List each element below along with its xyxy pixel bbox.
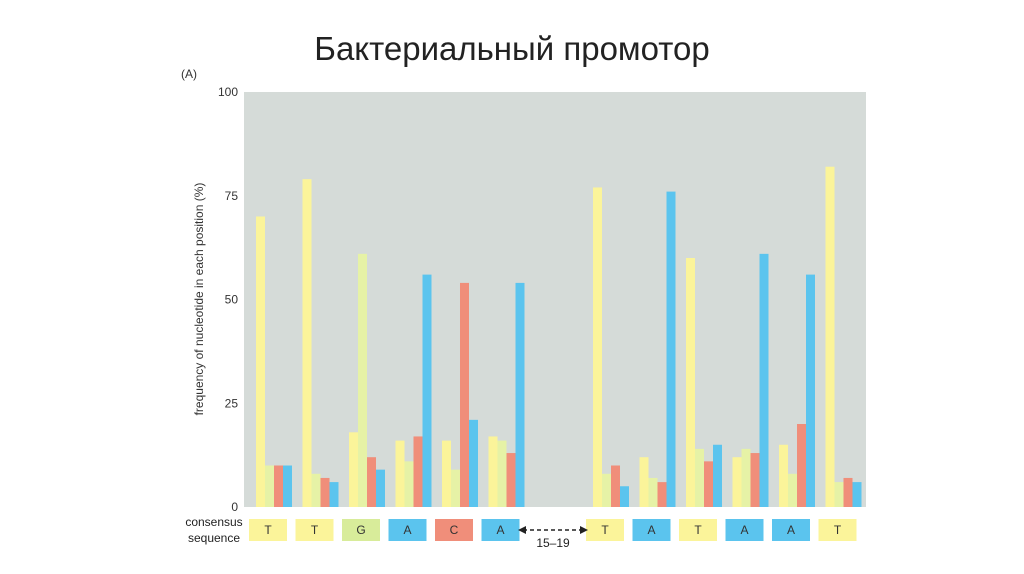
consensus-letter-11: A [787,523,795,537]
y-tick-label: 75 [225,189,239,203]
consensus-box-1 [249,519,287,541]
consensus-box-8 [632,519,671,541]
consensus-box-12 [818,519,857,541]
consensus-box-9 [679,519,717,541]
consensus-letter-4: A [403,523,411,537]
consensus-box-5 [435,519,473,541]
bar-c-pos12 [843,477,853,507]
bar-a-pos5 [469,419,478,507]
bar-a-pos4 [422,274,432,507]
consensus-letter-5: C [450,523,459,537]
consensus-letter-9: T [694,523,702,537]
panel-label: (A) [181,67,197,81]
bar-g-pos3 [358,253,367,507]
spacer-arrow-right [580,526,588,534]
bar-g-pos4 [404,461,414,507]
bar-c-pos3 [367,457,376,507]
bar-g-pos1 [265,465,274,507]
bar-t-pos5 [442,440,451,507]
bar-t-pos7 [593,187,602,507]
bars-group [256,166,862,507]
spacer-arrow-left [518,526,526,534]
y-axis: 0 25 50 75 100 [218,85,238,514]
bar-t-pos9 [686,258,695,507]
consensus-box-2 [295,519,334,541]
bar-a-pos3 [376,469,385,507]
plot-background [244,92,866,507]
bar-a-pos11 [806,274,815,507]
bar-a-pos12 [852,482,862,507]
consensus-box-4 [388,519,427,541]
bar-g-pos12 [834,482,844,507]
bar-c-pos4 [413,436,423,507]
consensus-box-6 [481,519,520,541]
bar-a-pos10 [759,253,769,507]
bar-g-pos2 [311,473,321,507]
y-axis-label: frequency of nucleotide in each position… [192,183,206,416]
consensus-box-3 [342,519,380,541]
consensus-letter-12: T [834,523,842,537]
consensus-box-10 [725,519,764,541]
consensus-label-line1: consensus [185,515,242,529]
bar-t-pos3 [349,432,358,507]
bar-a-pos8 [666,191,676,507]
bar-t-pos12 [825,166,835,507]
bar-t-pos4 [395,440,405,507]
bar-t-pos8 [639,457,649,507]
y-tick-label: 50 [225,293,239,307]
bar-g-pos6 [497,440,507,507]
bar-c-pos11 [797,424,806,507]
bar-a-pos7 [620,486,629,507]
spacer-label: 15–19 [536,536,570,550]
consensus-letter-6: A [496,523,504,537]
consensus-letter-1: T [264,523,272,537]
bar-t-pos2 [302,179,312,507]
bar-g-pos8 [648,477,658,507]
bar-t-pos1 [256,216,265,507]
bar-c-pos5 [460,282,469,507]
bar-c-pos1 [274,465,283,507]
y-tick-label: 25 [225,396,239,410]
bar-c-pos10 [750,453,760,507]
bar-a-pos2 [329,482,339,507]
slide-title: Бактериальный промотор [314,30,710,67]
y-tick-label: 0 [231,500,238,514]
y-tick-label: 100 [218,85,238,99]
bar-t-pos11 [779,444,788,507]
bar-g-pos10 [741,448,751,507]
bar-c-pos9 [704,461,713,507]
bar-t-pos10 [732,457,742,507]
bar-g-pos11 [788,473,797,507]
consensus-label-line2: sequence [188,531,240,545]
consensus-letter-3: G [356,523,365,537]
consensus-letter-2: T [311,523,319,537]
consensus-box-11 [772,519,810,541]
bar-g-pos9 [695,448,704,507]
bar-c-pos7 [611,465,620,507]
bar-a-pos9 [713,444,722,507]
consensus-letter-7: T [601,523,609,537]
consensus-letter-8: A [647,523,655,537]
bar-a-pos6 [515,282,525,507]
bar-a-pos1 [283,465,292,507]
bar-c-pos6 [506,453,516,507]
consensus-box-7 [586,519,624,541]
bar-t-pos6 [488,436,498,507]
bar-g-pos5 [451,469,460,507]
bar-g-pos7 [602,473,611,507]
consensus-row: consensus sequence T T G A C A T A T A A T [185,515,857,545]
bar-c-pos8 [657,482,667,507]
bar-c-pos2 [320,477,330,507]
spacer-marker: 15–19 [518,526,588,550]
consensus-letter-10: A [740,523,748,537]
